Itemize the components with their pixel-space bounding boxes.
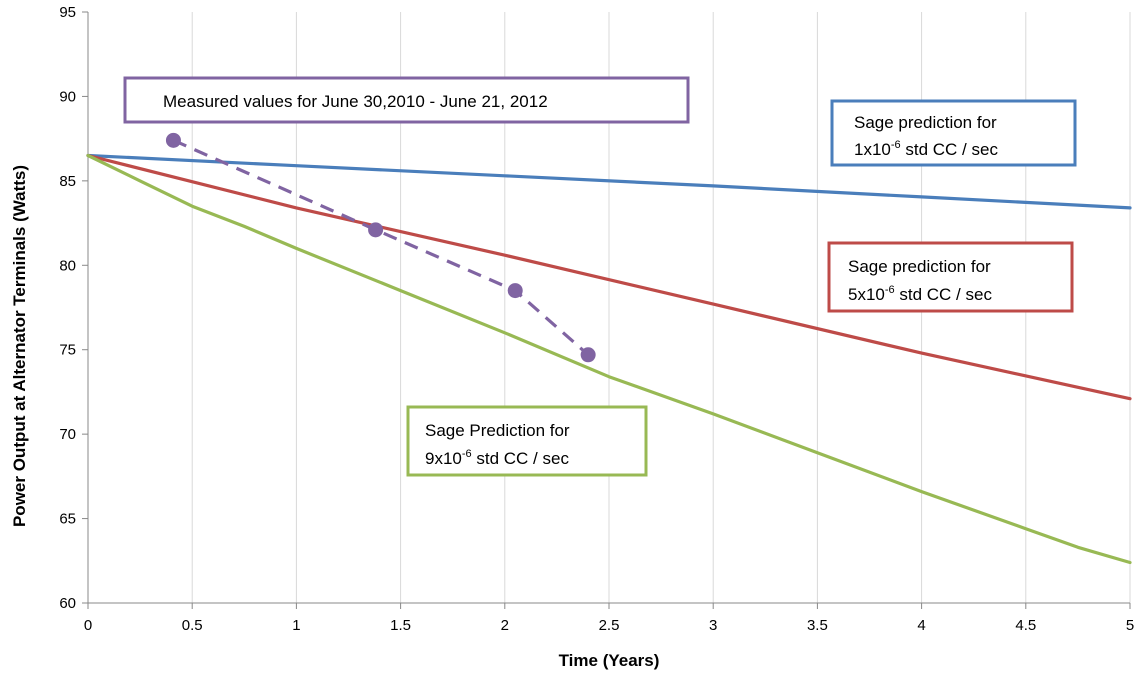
series-line-measured bbox=[173, 140, 588, 354]
x-tick-label: 1 bbox=[292, 617, 300, 634]
annotation-red: Sage prediction for 5x10-6 std CC / sec bbox=[829, 243, 1072, 311]
annotation-red-line2: 5x10-6 std CC / sec bbox=[848, 284, 992, 304]
annotation-green: Sage Prediction for 9x10-6 std CC / sec bbox=[408, 407, 646, 475]
x-tick-label: 4 bbox=[917, 617, 925, 634]
y-tick-label: 65 bbox=[59, 511, 76, 528]
annotation-blue-line1: Sage prediction for bbox=[854, 113, 997, 132]
data-point-measured bbox=[368, 222, 383, 237]
y-tick-label: 75 bbox=[59, 342, 76, 359]
y-tick-label: 85 bbox=[59, 173, 76, 190]
y-tick-label: 90 bbox=[59, 88, 76, 105]
x-tick-label: 2 bbox=[501, 617, 509, 634]
y-tick-label: 95 bbox=[59, 4, 76, 21]
y-tick-label: 80 bbox=[59, 257, 76, 274]
x-tick-label: 2.5 bbox=[599, 617, 620, 634]
x-tick-label: 4.5 bbox=[1015, 617, 1036, 634]
annotation-blue: Sage prediction for 1x10-6 std CC / sec bbox=[832, 101, 1075, 165]
annotation-green-line1: Sage Prediction for bbox=[425, 421, 570, 440]
data-point-measured bbox=[508, 283, 523, 298]
x-axis-title: Time (Years) bbox=[559, 651, 660, 670]
annotation-green-line2: 9x10-6 std CC / sec bbox=[425, 448, 569, 468]
x-tick-label: 0 bbox=[84, 617, 92, 634]
annotation-measured-text: Measured values for June 30,2010 - June … bbox=[163, 92, 548, 111]
annotation-red-line1: Sage prediction for bbox=[848, 257, 991, 276]
annotation-blue-line2: 1x10-6 std CC / sec bbox=[854, 139, 998, 159]
x-tick-label: 3.5 bbox=[807, 617, 828, 634]
x-tick-label: 3 bbox=[709, 617, 717, 634]
annotation-measured: Measured values for June 30,2010 - June … bbox=[125, 78, 688, 122]
x-tick-label: 1.5 bbox=[390, 617, 411, 634]
x-tick-label: 0.5 bbox=[182, 617, 203, 634]
data-point-measured bbox=[166, 133, 181, 148]
y-axis-title: Power Output at Alternator Terminals (Wa… bbox=[10, 165, 29, 527]
y-tick-label: 70 bbox=[59, 426, 76, 443]
x-tick-label: 5 bbox=[1126, 617, 1134, 634]
y-tick-label: 60 bbox=[59, 595, 76, 612]
data-point-measured bbox=[581, 347, 596, 362]
